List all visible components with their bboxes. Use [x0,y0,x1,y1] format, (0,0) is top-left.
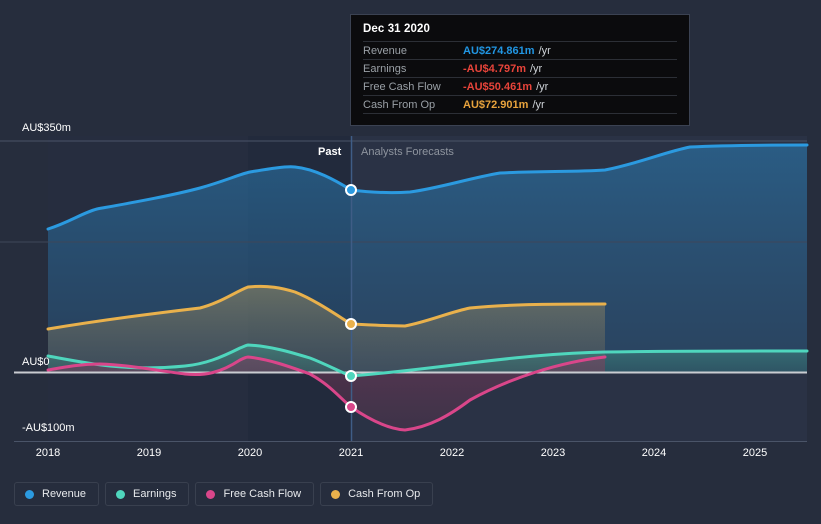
earnings-line [46,343,809,378]
tooltip-date: Dec 31 2020 [363,23,430,35]
legend-dot-cash-from-op-icon [331,489,341,499]
legend-dot-earnings-icon [116,489,126,499]
tooltip-row-revenue: Revenue AU$274.861m /yr [363,41,677,59]
x-axis-tick-2020: 2020 [237,447,263,459]
legend-item-earnings[interactable]: Earnings [105,482,190,506]
legend-item-free-cash-flow[interactable]: Free Cash Flow [195,482,315,506]
analysts-forecasts-label: Analysts Forecasts [361,146,454,158]
tooltip-row-free-cash-flow: Free Cash Flow -AU$50.461m /yr [363,77,677,95]
x-axis-tick-2021: 2021 [338,447,364,459]
legend-dot-free-cash-flow-icon [206,489,216,499]
tooltip-value-free-cash-flow: -AU$50.461m [463,80,533,93]
tooltip-unit-revenue: /yr [538,44,551,57]
tooltip-label-earnings: Earnings [363,62,407,75]
x-axis-tick-2022: 2022 [439,447,465,459]
tooltip-bottom-rule [363,113,677,119]
tooltip-unit-free-cash-flow: /yr [536,80,549,93]
y-axis-label-zero: AU$0 [22,356,50,368]
tooltip-value-revenue: AU$274.861m [463,44,535,57]
past-label: Past [318,146,342,158]
cash-from-op-area [48,286,605,372]
tooltip-label-cash-from-op: Cash From Op [363,98,436,111]
legend-label-free-cash-flow: Free Cash Flow [223,488,302,500]
marker-free-cash-flow [345,401,357,413]
data-tooltip: Dec 31 2020 Revenue AU$274.861m /yr Earn… [350,14,690,126]
legend-label-cash-from-op: Cash From Op [348,488,421,500]
tooltip-unit-earnings: /yr [529,62,543,75]
cash-from-op-line [46,284,607,331]
revenue-line [46,143,809,231]
marker-earnings [345,370,357,382]
legend-item-revenue[interactable]: Revenue [14,482,100,506]
legend-label-revenue: Revenue [42,488,87,500]
legend-label-earnings: Earnings [133,488,177,500]
tooltip-row-earnings: Earnings -AU$4.797m /yr [363,59,677,77]
tooltip-row-cash-from-op: Cash From Op AU$72.901m /yr [363,95,677,113]
tooltip-unit-cash-from-op: /yr [532,98,545,111]
x-axis-tick-2025: 2025 [742,447,768,459]
x-axis-tick-2023: 2023 [540,447,566,459]
chart-legend: Revenue Earnings Free Cash Flow Cash Fro… [14,482,434,506]
x-axis-tick-2018: 2018 [35,447,61,459]
legend-dot-revenue-icon [25,489,34,499]
tooltip-label-revenue: Revenue [363,44,408,57]
y-axis-label-350m: AU$350m [22,122,71,134]
marker-cash-from-op [345,318,357,330]
series-lines [46,143,809,432]
highlight-markers [345,184,357,413]
tooltip-value-cash-from-op: AU$72.901m [463,98,529,111]
legend-item-cash-from-op[interactable]: Cash From Op [320,482,434,506]
free-cash-flow-line [46,355,607,432]
x-axis-tick-2024: 2024 [641,447,667,459]
free-cash-flow-area [48,357,605,430]
marker-revenue [345,184,357,196]
series-areas [48,145,807,430]
x-axis-tick-2019: 2019 [136,447,162,459]
y-axis-label-neg100m: -AU$100m [22,422,75,434]
tooltip-value-earnings: -AU$4.797m [463,62,526,75]
tooltip-label-free-cash-flow: Free Cash Flow [363,80,441,93]
gridlines [0,140,807,243]
